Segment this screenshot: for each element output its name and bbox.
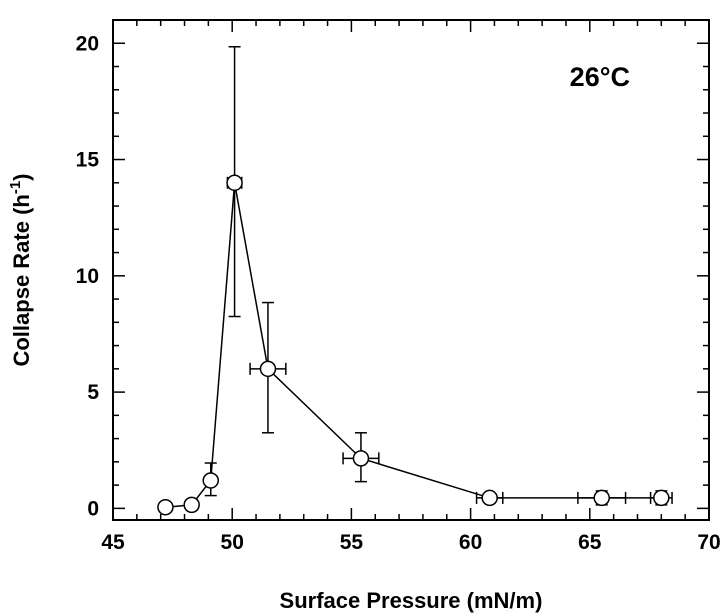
y-tick-label: 15 bbox=[76, 149, 100, 172]
y-tick-label: 20 bbox=[76, 32, 99, 55]
data-point-marker bbox=[183, 496, 200, 514]
series-line bbox=[165, 182, 662, 508]
temperature-annotation: 26°C bbox=[570, 62, 630, 92]
data-point-marker bbox=[352, 450, 370, 467]
x-tick-label: 45 bbox=[101, 531, 125, 554]
y-axis-label-superscript: -1 bbox=[7, 181, 24, 194]
data-point-marker bbox=[481, 489, 498, 507]
x-tick-label: 65 bbox=[578, 531, 602, 554]
y-axis-label-close: ) bbox=[9, 173, 34, 180]
x-tick-label: 50 bbox=[221, 531, 244, 554]
x-tick-label: 60 bbox=[459, 531, 482, 554]
y-tick-label: 5 bbox=[87, 381, 99, 404]
data-point-marker bbox=[157, 498, 174, 516]
y-axis-label: Collapse Rate (h-1) bbox=[7, 173, 34, 366]
data-point-marker bbox=[202, 472, 219, 489]
x-axis-label: Surface Pressure (mN/m) bbox=[280, 588, 543, 613]
y-axis-label-main: Collapse Rate (h bbox=[9, 194, 34, 366]
data-point-marker bbox=[259, 360, 277, 378]
data-point-marker bbox=[226, 174, 243, 192]
axis-ticks bbox=[112, 19, 710, 520]
y-tick-label: 0 bbox=[87, 497, 99, 520]
x-tick-label: 55 bbox=[340, 531, 364, 554]
data-series bbox=[157, 45, 673, 516]
data-point-marker bbox=[653, 489, 670, 507]
y-tick-label: 10 bbox=[76, 265, 99, 288]
data-point-marker bbox=[593, 489, 610, 507]
x-tick-label: 70 bbox=[697, 531, 720, 554]
plot-frame bbox=[112, 19, 710, 521]
axis-tick-labels: 45 50 55 60 65 70 0 5 10 15 20 bbox=[76, 32, 720, 554]
